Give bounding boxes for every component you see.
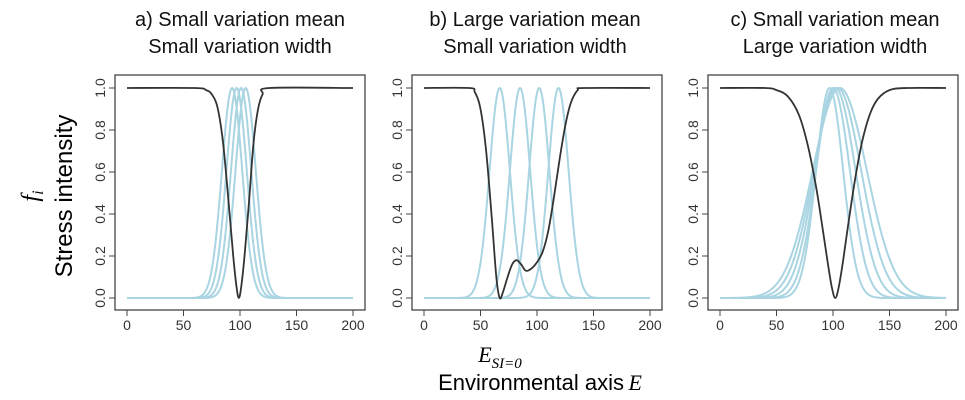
- y-axis-symbol-subscript: i: [30, 190, 47, 194]
- panel-a-x-tick-label: 100: [228, 317, 252, 333]
- panel-c-response-curve-3: [720, 86, 946, 299]
- panel-b-response-curve-3: [424, 86, 650, 299]
- panel-c-response-curve-4: [720, 86, 946, 299]
- panel-b-response-curve-1: [424, 86, 650, 299]
- panel-c-response-curve-5: [720, 86, 947, 299]
- y-axis-symbol-f: f: [18, 192, 44, 202]
- x-annotation-symbol: E: [477, 342, 492, 367]
- panel-a-x-tick-label: 0: [123, 317, 131, 333]
- panel-c-y-tick-label: 1.0: [685, 78, 701, 98]
- panel-a-response-curve-4: [127, 86, 353, 299]
- svg-text:fi: fi: [18, 190, 47, 201]
- y-axis-label: Stress intensity: [51, 115, 78, 278]
- panel-a-plot: 0 50 100 150 200 0.0 0.2 0.4 0.6 0.8 1.0: [92, 78, 365, 333]
- panel-b-y-tick-label: 0.0: [389, 288, 405, 308]
- x-annotation: ESI=0: [477, 342, 522, 372]
- panel-b-stress-curve: [423, 86, 651, 300]
- panel-c-response-curve-1: [720, 86, 946, 299]
- x-axis-symbol: E: [627, 370, 642, 395]
- panel-c-y-tick-label: 0.4: [685, 204, 701, 224]
- panel-b-y-tick-label: 0.6: [389, 162, 405, 182]
- panel-c-x-tick-label: 200: [934, 317, 958, 333]
- panel-a-y-tick-label: 0.6: [92, 162, 108, 182]
- panel-c-x-tick-label: 0: [716, 317, 724, 333]
- panel-c-title-line2: Large variation width: [743, 36, 928, 58]
- panel-c-x-tick-label: 150: [878, 317, 902, 333]
- panel-c-y-tick-label: 0.0: [685, 288, 701, 308]
- panel-a-x-tick-label: 50: [176, 317, 192, 333]
- panel-b-y-tick-label: 1.0: [389, 78, 405, 98]
- x-axis-title: Environmental axis E: [438, 370, 642, 395]
- panel-a-y-tick-label: 0.0: [92, 288, 108, 308]
- panel-c-y-tick-label: 0.8: [685, 120, 701, 140]
- panel-b-x-tick-label: 200: [638, 317, 662, 333]
- panel-b-x-tick-label: 50: [473, 317, 489, 333]
- panel-a-y-tick-label: 1.0: [92, 78, 108, 98]
- panel-a-x-tick-label: 200: [341, 317, 365, 333]
- x-annotation-subscript: SI=0: [492, 356, 523, 372]
- panel-b-title-line2: Small variation width: [443, 36, 626, 58]
- panel-c-title-line1: c) Small variation mean: [731, 9, 940, 31]
- panel-b-response-curve-4: [424, 86, 650, 299]
- panel-b-y-tick-label: 0.4: [389, 204, 405, 224]
- panel-b-x-tick-label: 150: [582, 317, 606, 333]
- panel-b-plot: 0 50 100 150 200 0.0 0.2 0.4 0.6 0.8 1.0: [389, 78, 662, 333]
- panel-a-title-line2: Small variation width: [148, 36, 331, 58]
- panel-a-y-tick-label: 0.2: [92, 246, 108, 266]
- panel-c-plot: 0 50 100 150 200 0.0 0.2 0.4 0.6 0.8 1.0: [685, 78, 958, 333]
- panel-b-y-tick-label: 0.2: [389, 246, 405, 266]
- panel-c-response-curve-2: [720, 86, 946, 299]
- panel-c-frame: [707, 74, 959, 311]
- panel-b-title-line1: b) Large variation mean: [429, 9, 640, 31]
- panel-c-y-tick-label: 0.6: [685, 162, 701, 182]
- panel-c-stress-curve: [719, 86, 947, 299]
- panel-b-response-curve-2: [424, 86, 650, 299]
- y-axis-symbol: fi: [18, 190, 47, 201]
- panel-b-x-tick-label: 0: [420, 317, 428, 333]
- panel-c-y-tick-label: 0.2: [685, 246, 701, 266]
- panel-a-x-tick-label: 150: [285, 317, 309, 333]
- panel-a-title-line1: a) Small variation mean: [135, 9, 345, 31]
- panel-c-x-tick-label: 100: [821, 317, 845, 333]
- panel-b-y-tick-label: 0.8: [389, 120, 405, 140]
- panel-c-x-tick-label: 50: [769, 317, 785, 333]
- panel-a-y-tick-label: 0.8: [92, 120, 108, 140]
- x-axis-label: Environmental axis: [438, 370, 624, 395]
- panel-a-y-tick-label: 0.4: [92, 204, 108, 224]
- panel-a-stress-curve: [126, 86, 354, 299]
- panel-b-x-tick-label: 100: [525, 317, 549, 333]
